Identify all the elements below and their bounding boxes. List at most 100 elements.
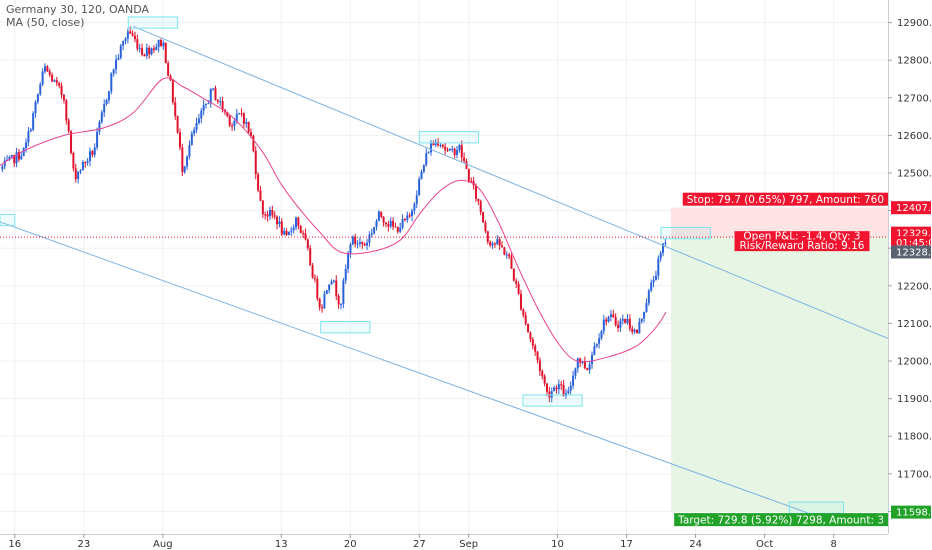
candle-body: [271, 210, 274, 216]
candle-body: [228, 116, 231, 126]
price-tag: 12328.0: [891, 245, 932, 259]
candle-body: [212, 88, 215, 90]
candle-body: [370, 233, 373, 235]
candle-body: [467, 168, 470, 181]
chart-header: Germany 30, 120, OANDA MA (50, close): [6, 3, 150, 29]
pivot-boxes[interactable]: [0, 16, 845, 514]
candle-body: [70, 131, 73, 153]
time-axis-bg[interactable]: [0, 534, 888, 550]
candle-body: [429, 143, 432, 153]
candle-body: [486, 231, 489, 242]
candle-body: [347, 252, 350, 269]
candle-body: [122, 41, 125, 46]
pivot-box[interactable]: [418, 131, 480, 144]
candle-body: [181, 147, 184, 173]
pnl-bg: [734, 231, 870, 252]
candle-body: [659, 252, 662, 259]
candle-body: [124, 38, 127, 42]
candle-body: [287, 231, 290, 236]
candle-body: [617, 324, 620, 328]
candle-body: [311, 265, 314, 278]
candle-body: [96, 131, 99, 148]
candle-body: [36, 94, 39, 102]
candle-body: [654, 275, 657, 281]
position-labels: Stop: 79.7 (0.65%) 797, Amount: 760 Targe…: [674, 192, 888, 527]
candle-body: [268, 210, 271, 217]
pivot-box[interactable]: [0, 213, 16, 227]
candle-body: [81, 162, 84, 171]
pivot-box[interactable]: [522, 394, 583, 407]
candle-body: [650, 282, 653, 291]
candle-body: [264, 214, 267, 216]
candle-body: [446, 149, 449, 151]
candle-body: [58, 82, 61, 86]
candle-body: [112, 69, 115, 74]
pivot-box[interactable]: [788, 501, 845, 514]
y-tick-label: 12100.0: [897, 319, 932, 330]
rr-text: Risk/Reward Ratio: 9.16: [740, 240, 865, 252]
candle-body: [238, 113, 241, 115]
pivot-box[interactable]: [320, 321, 371, 334]
price-axis-bg[interactable]: [888, 0, 932, 550]
candle-body: [129, 31, 132, 34]
candle-body: [247, 121, 250, 133]
candle-body: [77, 171, 80, 180]
candle-body: [15, 152, 18, 164]
target-zone[interactable]: [670, 237, 888, 513]
target-label: Target: 729.8 (5.92%) 7298, Amount: 3: [674, 513, 888, 527]
candle-body: [396, 226, 399, 232]
candle-body: [20, 156, 23, 160]
candle-body: [399, 227, 402, 232]
candle-body: [1, 166, 4, 170]
candle-body: [67, 120, 70, 132]
candle-body: [297, 217, 300, 226]
y-tick-label: 12800.0: [897, 56, 932, 67]
candle-body: [261, 200, 264, 215]
candle-body: [13, 155, 16, 164]
candle-body: [415, 195, 418, 205]
candle-body: [48, 71, 51, 75]
candle-body: [98, 122, 101, 132]
candle-body: [178, 132, 181, 148]
candle-body: [17, 152, 20, 160]
candle-body: [638, 321, 641, 334]
candle-body: [145, 47, 148, 57]
candle-body: [235, 113, 238, 121]
candle-body: [188, 144, 191, 157]
position-tool[interactable]: [670, 207, 888, 513]
candle-body: [498, 239, 501, 246]
trend-channel[interactable]: [0, 25, 889, 516]
candle-body: [631, 328, 634, 332]
candle-body: [432, 143, 435, 146]
candle-body: [664, 242, 667, 244]
candle-body: [633, 329, 636, 332]
candle-body: [325, 290, 328, 294]
candle-body: [453, 148, 456, 155]
candle-body: [465, 161, 468, 169]
price-tag: 12407.7: [891, 201, 932, 215]
candle-body: [605, 319, 608, 322]
pivot-box[interactable]: [660, 227, 711, 240]
y-tick-label: 12000.0: [897, 357, 932, 368]
candle-body: [195, 123, 198, 130]
candle-body: [323, 293, 326, 309]
stop-label-bg: [682, 192, 888, 206]
x-tick-label: 24: [689, 539, 702, 550]
candle-body: [384, 222, 387, 225]
candle-body: [299, 225, 302, 233]
channel-upper-line[interactable]: [133, 25, 889, 339]
price-tag-bg: [891, 201, 931, 215]
candle-body: [363, 244, 366, 246]
pivot-box[interactable]: [127, 16, 179, 29]
candle-body: [29, 129, 32, 132]
stop-label-text: Stop: 79.7 (0.65%) 797, Amount: 760: [687, 194, 884, 206]
candle-body: [157, 40, 160, 48]
symbol-title: Germany 30, 120, OANDA: [6, 3, 150, 16]
candle-body: [342, 280, 345, 305]
candle-body: [460, 145, 463, 158]
candle-body: [60, 85, 63, 95]
candle-body: [413, 204, 416, 211]
channel-lower-line[interactable]: [0, 221, 815, 516]
candle-body: [380, 211, 383, 217]
